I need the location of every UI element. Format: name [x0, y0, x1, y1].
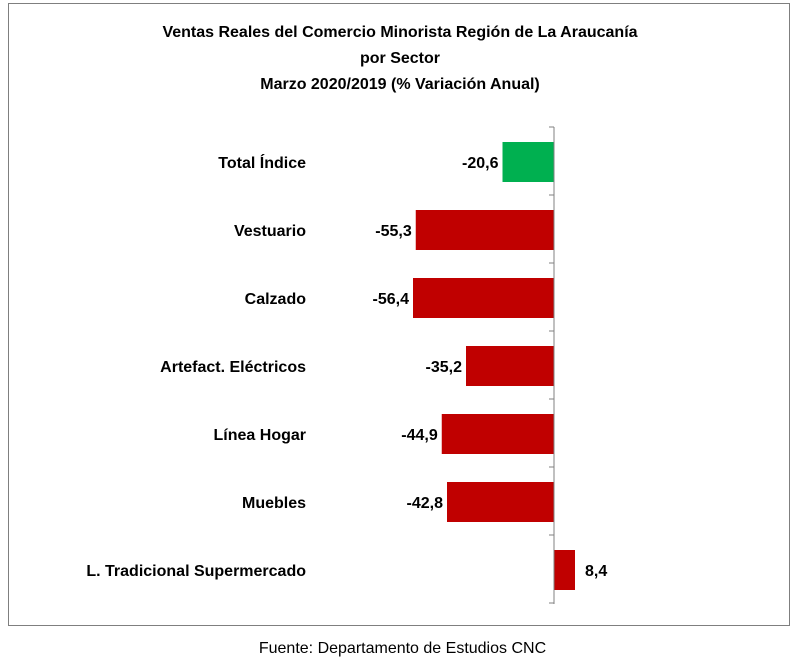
source-note: Fuente: Departamento de Estudios CNC	[258, 640, 547, 657]
data-label: 8,4	[585, 563, 607, 580]
bar	[466, 346, 554, 386]
data-label: -20,6	[462, 155, 499, 172]
bar	[415, 210, 554, 250]
data-label: -56,4	[373, 291, 410, 308]
chart-title: Ventas Reales del Comercio Minorista Reg…	[162, 24, 637, 93]
bar	[413, 278, 554, 318]
data-label: -42,8	[407, 495, 444, 512]
bar-chart: Ventas Reales del Comercio Minorista Reg…	[86, 24, 638, 604]
category-label: Artefact. Eléctricos	[160, 359, 306, 376]
category-label: Total Índice	[218, 153, 306, 172]
category-label: Vestuario	[234, 223, 306, 240]
category-label: L. Tradicional Supermercado	[86, 563, 306, 580]
bar	[447, 482, 554, 522]
chart-frame	[8, 3, 790, 626]
title-line-1: Ventas Reales del Comercio Minorista Reg…	[162, 24, 637, 41]
bar	[441, 414, 554, 454]
data-label: -35,2	[426, 359, 463, 376]
value-axis	[549, 126, 555, 604]
data-label: -55,3	[375, 223, 412, 240]
title-line-3: Marzo 2020/2019 (% Variación Anual)	[260, 76, 540, 93]
bar	[554, 550, 575, 590]
category-label: Línea Hogar	[214, 427, 306, 444]
bars-group: Total Índice -20,6 Vestuario -55,3 Calzado -5…	[86, 142, 607, 590]
category-label: Calzado	[245, 291, 307, 308]
bar	[502, 142, 554, 182]
data-label: -44,9	[401, 427, 438, 444]
category-label: Muebles	[242, 495, 306, 512]
title-line-2: por Sector	[360, 50, 440, 67]
